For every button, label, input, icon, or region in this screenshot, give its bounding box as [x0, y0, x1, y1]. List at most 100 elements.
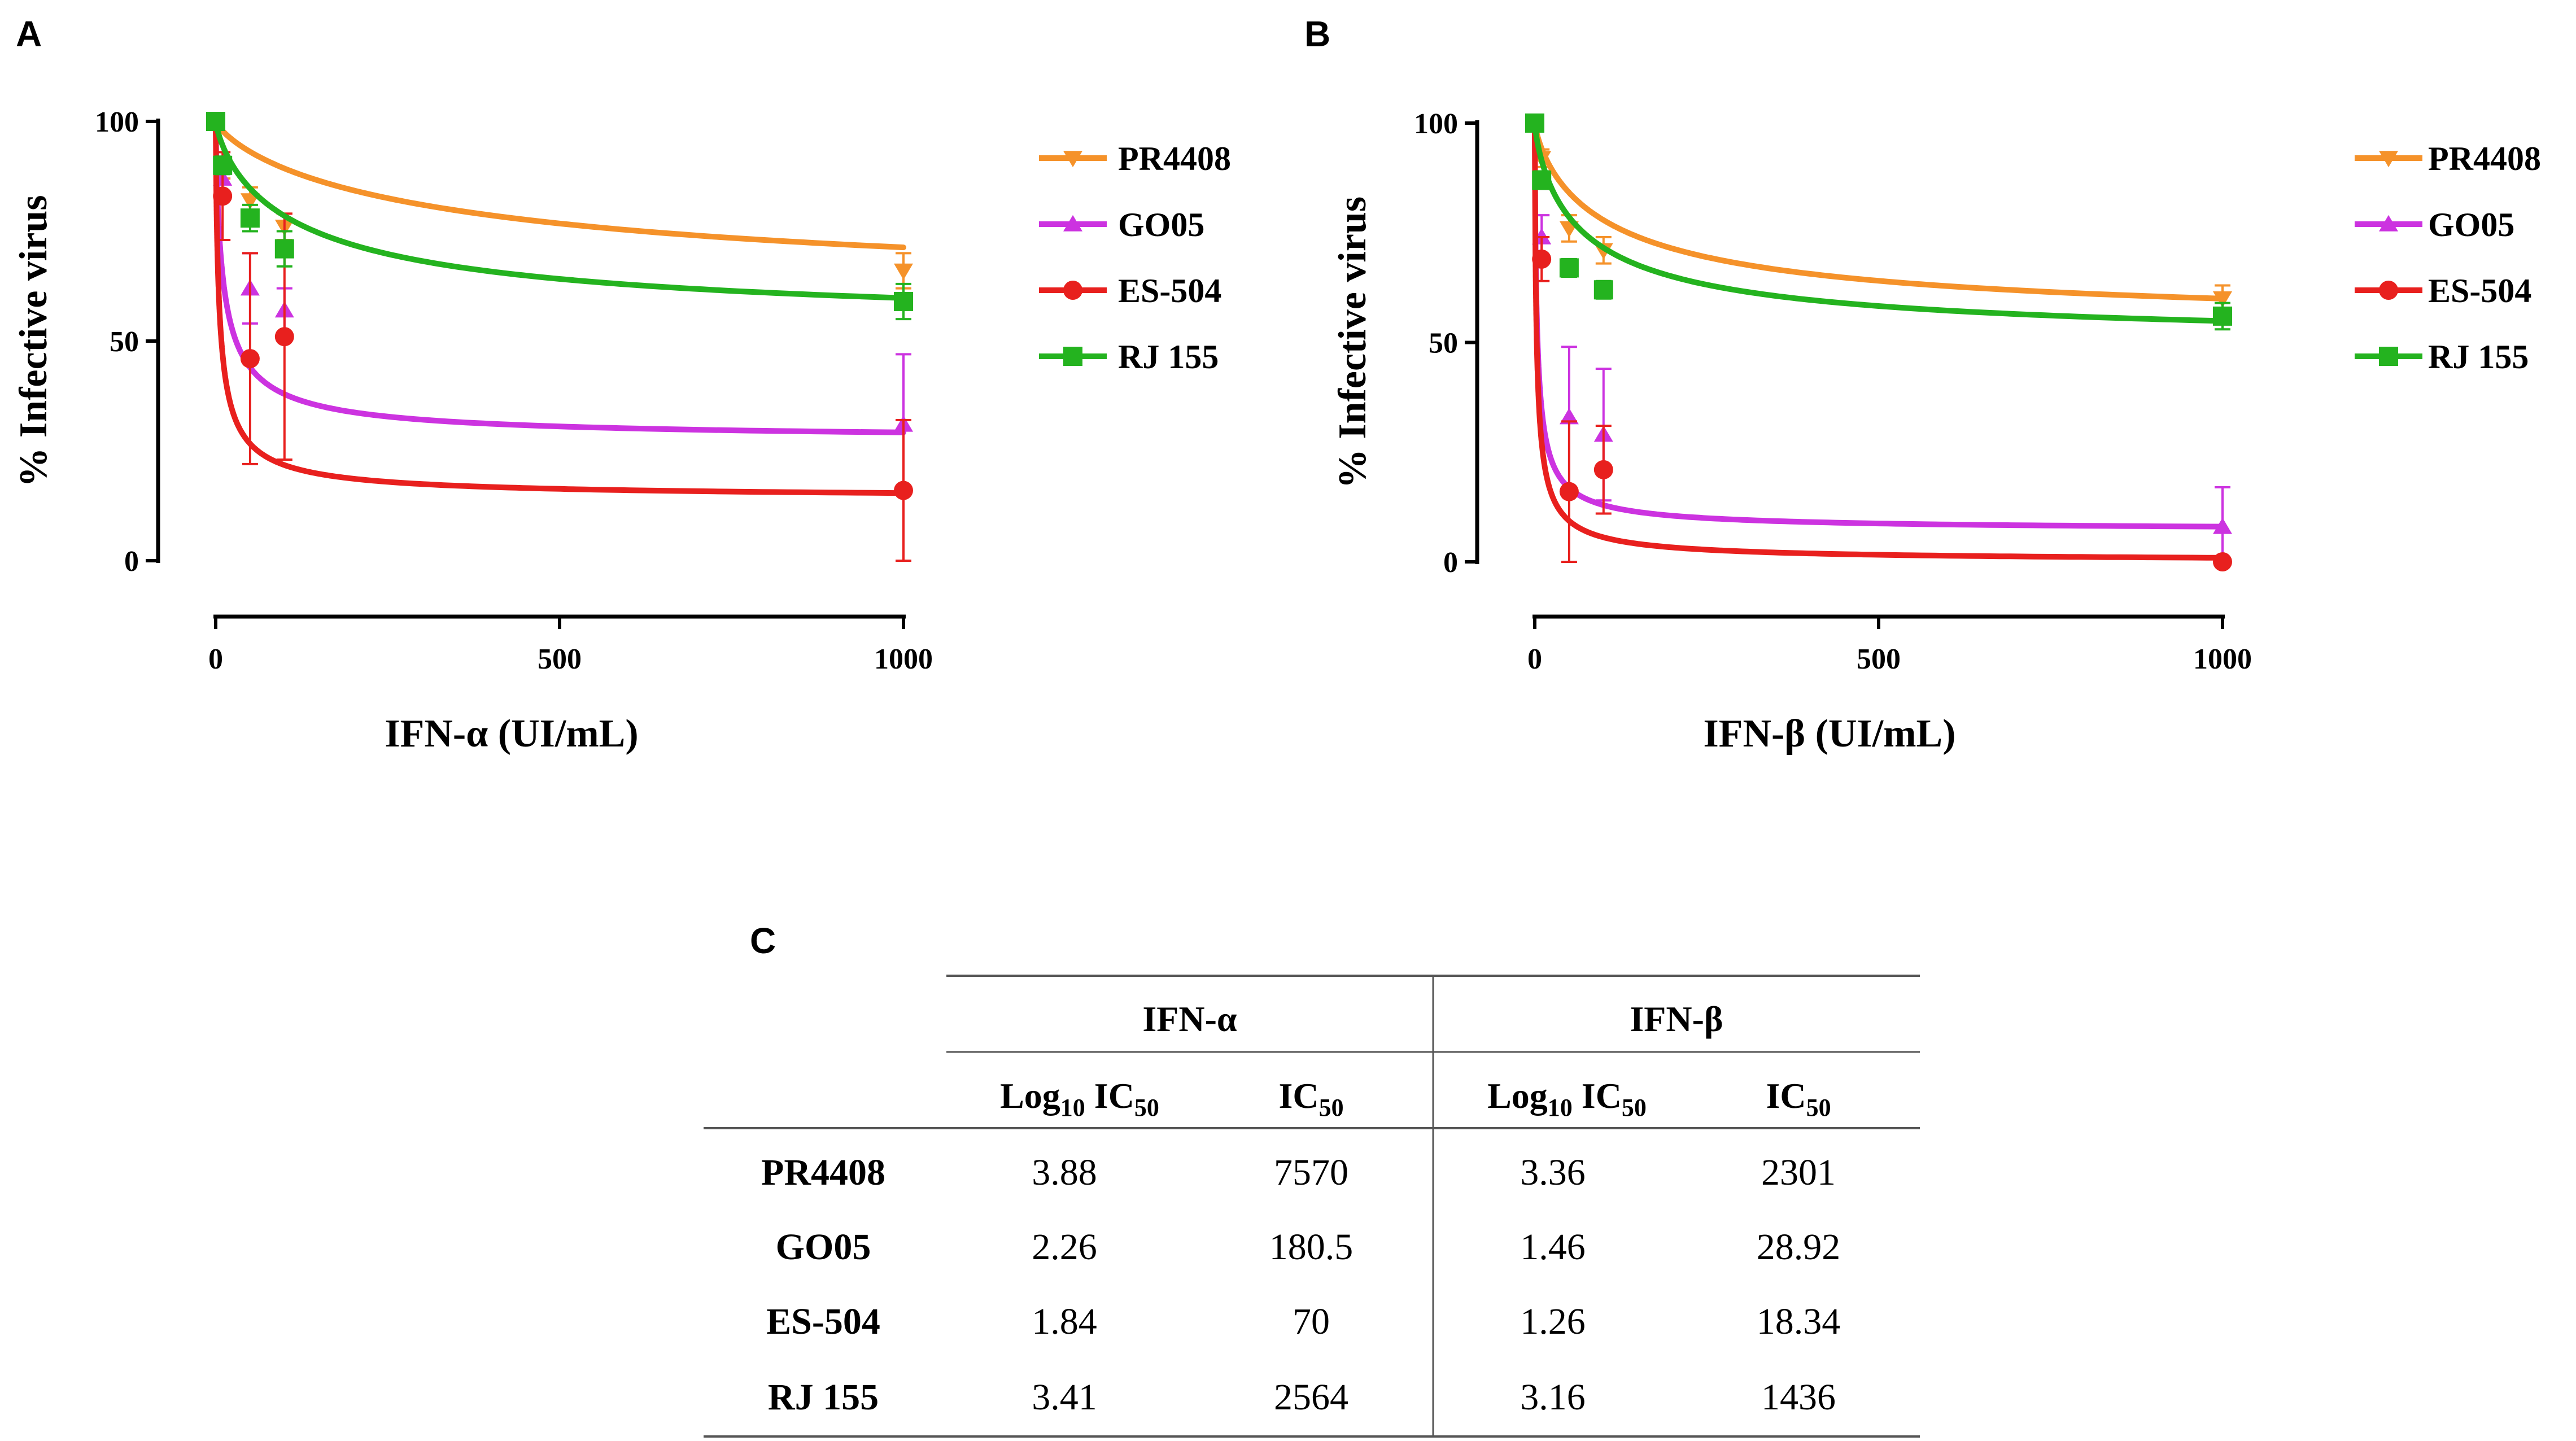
data-point — [1559, 408, 1579, 425]
legend-item: RJ 155 — [2355, 338, 2529, 375]
legend-marker — [2379, 281, 2398, 300]
legend-item: ES-504 — [2355, 272, 2531, 309]
y-tick-label: 0 — [124, 545, 139, 578]
data-point — [1559, 482, 1579, 501]
legend-item: GO05 — [2355, 206, 2514, 243]
table-row: ES-504 1.84 70 1.26 18.34 — [766, 1301, 1840, 1342]
data-point — [274, 239, 294, 259]
legend-marker — [1063, 215, 1082, 232]
legend-marker — [1063, 281, 1082, 300]
y-tick-label: 50 — [110, 326, 139, 358]
col-head-ic-alpha: IC50 — [1278, 1076, 1343, 1121]
cell-ic-alpha: 2564 — [1274, 1377, 1348, 1418]
data-point — [894, 291, 913, 311]
panel-label-a: A — [16, 14, 42, 54]
legend-marker — [1063, 347, 1082, 366]
legend-item: PR4408 — [1039, 140, 1231, 177]
data-point — [1525, 113, 1544, 133]
data-point — [894, 481, 913, 500]
data-point — [213, 155, 233, 175]
fit-curve-go05 — [1532, 124, 2225, 530]
legend-marker — [2379, 215, 2398, 232]
cell-log-beta: 3.16 — [1520, 1377, 1586, 1418]
cell-log-beta: 1.46 — [1520, 1226, 1586, 1268]
data-point — [1532, 171, 1552, 190]
series-rj-155 — [1525, 113, 2232, 331]
series-rj-155 — [206, 112, 913, 321]
data-point — [2213, 291, 2232, 308]
legend-label: GO05 — [1118, 206, 1204, 243]
table-group-ifn-beta: IFN-β — [1630, 999, 1723, 1039]
y-tick-label: 100 — [1414, 108, 1458, 140]
legend-marker — [2379, 151, 2398, 168]
data-point — [1559, 258, 1579, 278]
legend-label: PR4408 — [2428, 140, 2541, 177]
legend-item: RJ 155 — [1039, 338, 1219, 375]
table-row: GO05 2.26 180.5 1.46 28.92 — [776, 1226, 1841, 1268]
cell-ic-beta: 28.92 — [1757, 1226, 1841, 1268]
fit-curve-pr4408 — [213, 119, 906, 251]
data-point — [1593, 460, 1613, 479]
x-axis-title: IFN-α (UI/mL) — [385, 712, 638, 756]
series-pr4408 — [1525, 116, 2232, 313]
data-point — [2213, 552, 2232, 571]
legend-item: GO05 — [1039, 206, 1204, 243]
series-go05 — [206, 112, 913, 496]
x-tick-label: 500 — [1857, 643, 1901, 675]
col-head-log-beta: Log10 IC50 — [1487, 1076, 1647, 1121]
cell-ic-alpha: 7570 — [1274, 1152, 1348, 1193]
data-point — [894, 263, 913, 280]
row-label: ES-504 — [766, 1301, 880, 1342]
legend-label: ES-504 — [1118, 272, 1221, 309]
col-head-ic-beta: IC50 — [1766, 1076, 1831, 1121]
fit-curve-es-504 — [1532, 125, 2225, 561]
x-tick-label: 500 — [538, 643, 582, 675]
data-point — [213, 186, 233, 206]
legend-item: ES-504 — [1039, 272, 1221, 309]
series-es-504 — [1525, 113, 2232, 571]
legend-label: RJ 155 — [1118, 338, 1219, 375]
series-pr4408 — [206, 114, 913, 290]
y-tick-label: 0 — [1443, 547, 1458, 579]
x-axis-title: IFN-β (UI/mL) — [1703, 712, 1955, 756]
legend-label: RJ 155 — [2428, 338, 2529, 375]
table-group-ifn-alpha: IFN-α — [1142, 999, 1237, 1039]
data-point — [2213, 306, 2232, 326]
x-tick-label: 1000 — [2193, 643, 2252, 675]
cell-ic-beta: 18.34 — [1757, 1301, 1841, 1342]
cell-log-alpha: 1.84 — [1032, 1301, 1097, 1342]
fit-curve-pr4408 — [1532, 120, 2225, 302]
panel-label-b: B — [1304, 14, 1330, 54]
y-axis-title: % Infective virus — [12, 195, 55, 487]
y-axis-title: % Infective virus — [1331, 197, 1374, 488]
fit-curve-es-504 — [213, 121, 906, 496]
legend-label: ES-504 — [2428, 272, 2531, 309]
data-point — [274, 327, 294, 347]
ic50-table: IFN-α IFN-β Log10 IC50 IC50 Log10 IC50 I… — [704, 975, 1920, 1438]
cell-ic-beta: 2301 — [1761, 1152, 1836, 1193]
series-go05 — [1525, 113, 2232, 563]
col-head-log-alpha: Log10 IC50 — [1000, 1076, 1159, 1121]
x-tick-label: 1000 — [874, 643, 933, 675]
row-label: GO05 — [776, 1226, 871, 1268]
cell-ic-alpha: 70 — [1293, 1301, 1330, 1342]
data-point — [1532, 249, 1552, 269]
y-tick-label: 100 — [95, 106, 139, 138]
data-point — [240, 349, 260, 369]
data-point — [2213, 517, 2232, 534]
table-row: RJ 155 3.41 2564 3.16 1436 — [768, 1377, 1836, 1418]
table-row: PR4408 3.88 7570 3.36 2301 — [761, 1152, 1836, 1193]
cell-ic-beta: 1436 — [1761, 1377, 1836, 1418]
cell-log-alpha: 3.41 — [1032, 1377, 1097, 1418]
row-label: PR4408 — [761, 1152, 885, 1193]
legend-marker — [1063, 151, 1082, 168]
data-point — [240, 193, 260, 210]
legend-label: PR4408 — [1118, 140, 1231, 177]
data-point — [240, 208, 260, 228]
data-point — [206, 112, 225, 131]
fit-curve-rj-155 — [213, 119, 906, 301]
row-label: RJ 155 — [768, 1377, 879, 1418]
data-point — [1593, 280, 1613, 300]
